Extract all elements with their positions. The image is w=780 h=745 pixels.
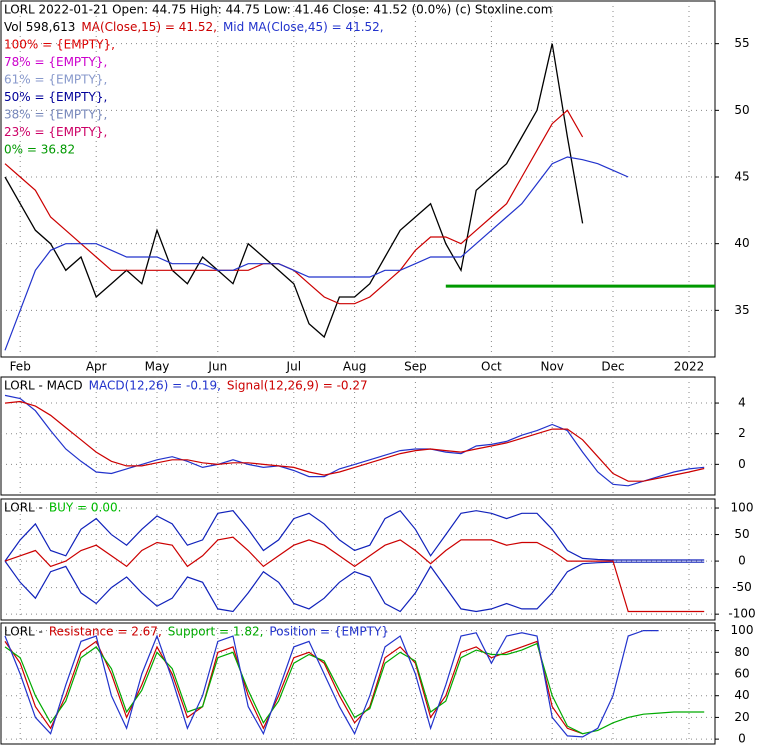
series-line — [4, 560, 705, 613]
series-line — [4, 394, 705, 487]
y-tick-label: 60 — [734, 667, 749, 681]
y-tick-label: 35 — [734, 303, 749, 317]
x-tick-label: May — [145, 360, 170, 374]
fib-label: 0% = 36.82 — [4, 143, 75, 157]
y-tick-label: 0 — [738, 457, 746, 471]
y-tick-label: 4 — [738, 396, 746, 410]
fib-label: 78% = {EMPTY}, — [4, 55, 107, 69]
y-tick-label: 100 — [731, 623, 754, 637]
y-tick-label: 2 — [738, 426, 746, 440]
series-line — [4, 536, 705, 613]
fib-label: 38% = {EMPTY}, — [4, 108, 107, 122]
indicator-label: BUY = 0.00. — [49, 501, 122, 515]
x-tick-label: Jun — [207, 360, 227, 374]
y-tick-label: 55 — [734, 36, 749, 50]
legend-entry: Position = {EMPTY} — [269, 625, 389, 639]
y-tick-label: 20 — [734, 710, 749, 724]
y-tick-label: 40 — [734, 688, 749, 702]
y-tick-label: 0 — [738, 732, 746, 745]
y-tick-label: -100 — [728, 607, 755, 621]
fib-label: 100% = {EMPTY}, — [4, 38, 115, 52]
y-tick-label: 100 — [731, 501, 754, 515]
legend-entry: Resistance = 2.67, — [49, 625, 162, 639]
panel-frame — [0, 0, 716, 358]
legend-entry: MA(Close,15) = 41.52, — [81, 20, 217, 34]
x-tick-label: Dec — [601, 360, 624, 374]
fib-label: 61% = {EMPTY}, — [4, 73, 107, 87]
legend-entry: Signal(12,26,9) = -0.27 — [227, 379, 368, 393]
y-tick-label: 50 — [734, 103, 749, 117]
panel-title: LORL - MACD — [4, 379, 83, 393]
panel-title: LORL - — [4, 625, 43, 639]
y-tick-label: 45 — [734, 170, 749, 184]
x-tick-label: Feb — [10, 360, 31, 374]
fib-label: 23% = {EMPTY}, — [4, 125, 107, 139]
series-line — [4, 400, 705, 482]
y-tick-label: 50 — [734, 527, 749, 541]
y-tick-label: 0 — [738, 554, 746, 568]
legend-entry: Mid MA(Close,45) = 41.52, — [223, 20, 384, 34]
fib-label: 50% = {EMPTY}, — [4, 90, 107, 104]
y-tick-label: 80 — [734, 645, 749, 659]
series-line — [4, 43, 584, 339]
x-tick-label: Aug — [343, 360, 366, 374]
y-tick-label: 40 — [734, 236, 749, 250]
x-tick-label: 2022 — [674, 360, 705, 374]
legend-entry: MACD(12,26) = -0.19, — [89, 379, 221, 393]
x-tick-label: Jul — [286, 360, 301, 374]
series-line — [4, 509, 705, 562]
panel-title: LORL - — [4, 501, 43, 515]
x-tick-label: Oct — [481, 360, 502, 374]
volume-label: Vol 598,613 — [4, 20, 75, 34]
panel-frame — [0, 376, 716, 496]
y-tick-label: -50 — [732, 580, 752, 594]
series-line — [4, 156, 629, 351]
panel-title: LORL 2022-01-21 Open: 44.75 High: 44.75 … — [4, 3, 552, 17]
x-tick-label: Apr — [86, 360, 107, 374]
x-tick-label: Nov — [540, 360, 563, 374]
x-tick-label: Sep — [404, 360, 427, 374]
series-line — [4, 630, 659, 738]
legend-entry: Support = 1.82, — [168, 625, 264, 639]
series-line — [4, 642, 705, 735]
